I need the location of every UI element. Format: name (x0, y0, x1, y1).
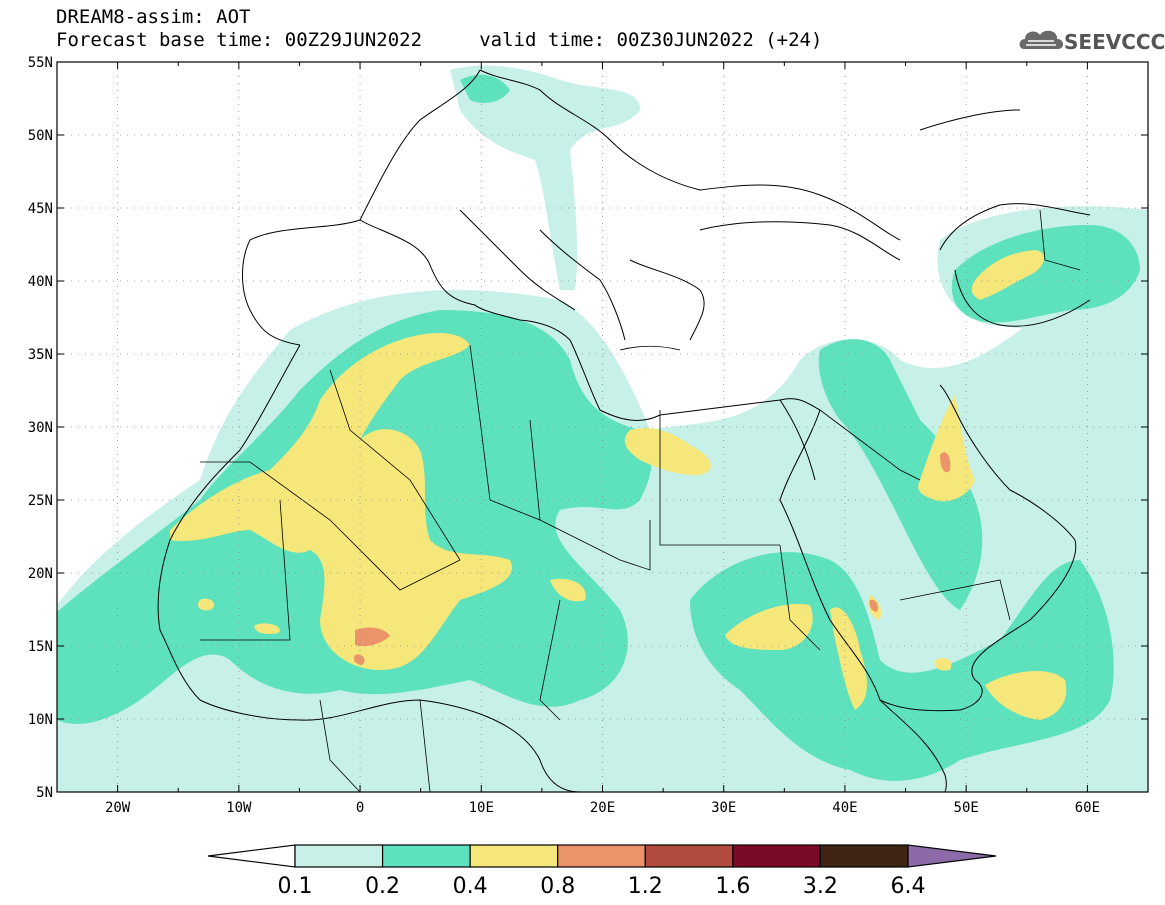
latitude-axis: 55N 50N 45N 40N 35N 30N 25N 20N 15N 10N 5N (28, 55, 1148, 801)
lat-label: 55N (28, 55, 53, 71)
colorbar-label: 1.2 (628, 874, 663, 899)
lat-label: 10N (28, 712, 53, 728)
colorbar-upper-arrow (907, 844, 997, 868)
colorbar-label: 0.4 (453, 874, 488, 899)
colorbar-segment (732, 844, 822, 868)
lat-label: 45N (28, 201, 53, 217)
map-title: DREAM8-assim: AOT (56, 6, 251, 28)
lon-label: 30E (711, 800, 736, 816)
colorbar-segment (644, 844, 734, 868)
country-borders (200, 209, 1081, 792)
lon-label: 10E (469, 800, 494, 816)
lat-label: 30N (28, 420, 53, 436)
colorbar-label: 6.4 (891, 874, 926, 899)
lat-label: 40N (28, 274, 53, 290)
colorbar-label: 0.2 (365, 874, 400, 899)
colorbar: 0.1 0.2 0.4 0.8 1.2 1.6 3.2 6.4 (207, 844, 997, 899)
lat-label: 50N (28, 128, 53, 144)
grid-lines (57, 62, 1148, 792)
lon-label: 60E (1075, 800, 1100, 816)
colorbar-segment (294, 844, 384, 868)
colorbar-label: 0.1 (278, 874, 313, 899)
aot-band-0-4 (170, 250, 1067, 720)
longitude-axis: 20W 10W 0 10E 20E 30E 40E 50E 60E (56, 62, 1149, 816)
colorbar-segment (381, 844, 471, 868)
lon-label: 20E (590, 800, 615, 816)
lon-label: 0 (356, 800, 364, 816)
lon-label: 20W (105, 800, 131, 816)
colorbar-segment (469, 844, 559, 868)
colorbar-segment (819, 844, 909, 868)
colorbar-lower-arrow (207, 844, 296, 868)
colorbar-segment (557, 844, 646, 868)
seevccc-logo: SEEVCCC (1019, 30, 1165, 54)
map-subtitle: Forecast base time: 00Z29JUN2022 valid t… (56, 29, 823, 51)
lat-label: 35N (28, 347, 53, 363)
colorbar-label: 1.6 (715, 874, 750, 899)
aot-band-0-8 (353, 452, 951, 665)
lat-label: 20N (28, 566, 53, 582)
lon-label: 40E (832, 800, 857, 816)
lat-label: 15N (28, 639, 53, 655)
lat-label: 5N (36, 785, 53, 801)
lat-label: 25N (28, 493, 53, 509)
colorbar-label: 0.8 (540, 874, 575, 899)
colorbar-label: 3.2 (803, 874, 838, 899)
lon-label: 10W (226, 800, 252, 816)
logo-text: SEEVCCC (1064, 30, 1165, 54)
cloud-icon (1019, 30, 1064, 49)
coastlines (157, 69, 1091, 792)
lon-label: 50E (954, 800, 979, 816)
